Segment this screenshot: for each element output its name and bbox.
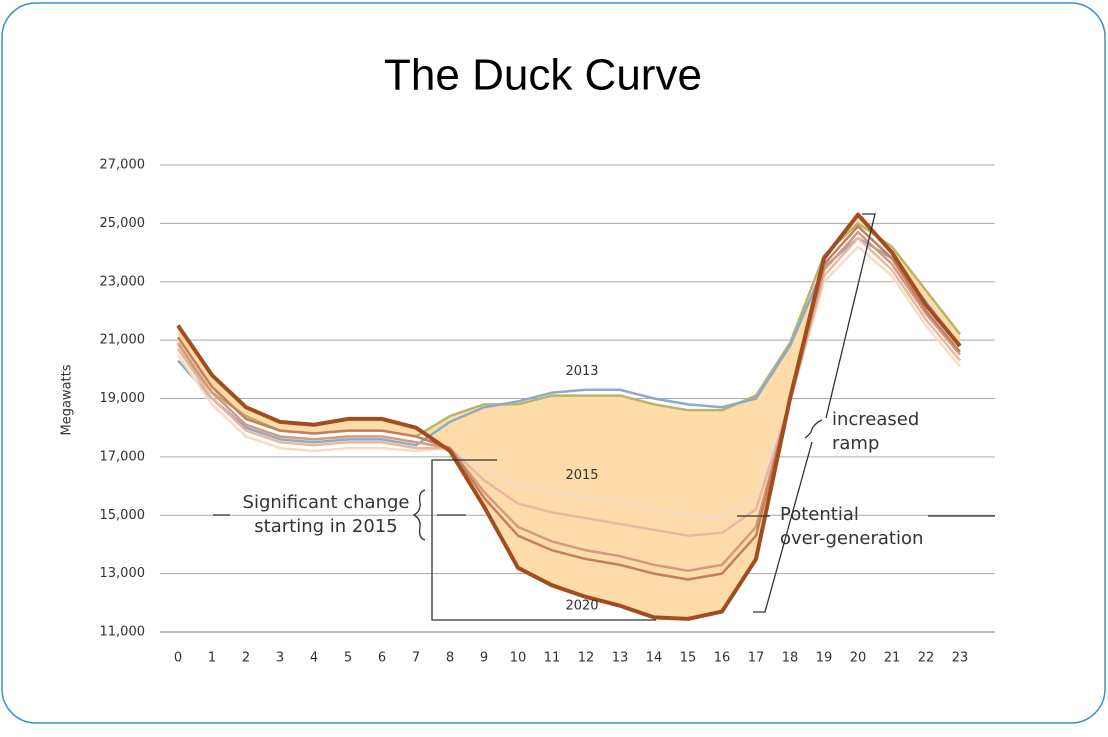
brace (412, 489, 426, 541)
x-tick-label: 17 (748, 651, 765, 666)
x-tick-label: 11 (544, 651, 561, 666)
x-tick-label: 19 (816, 651, 833, 666)
x-tick-label: 0 (174, 651, 182, 666)
x-tick-label: 22 (918, 651, 935, 666)
annotation: ramp (832, 433, 879, 454)
x-tick-label: 16 (714, 651, 731, 666)
y-tick-label: 25,000 (100, 216, 146, 231)
x-tick-label: 13 (612, 651, 629, 666)
y-axis-label: Megawatts (60, 364, 75, 435)
series-line (176, 230, 961, 572)
x-tick-label: 6 (378, 651, 386, 666)
x-tick-label: 21 (884, 651, 901, 666)
ramp-line (753, 441, 813, 613)
series-line (176, 245, 961, 520)
brace (804, 419, 823, 439)
x-tick-label: 5 (344, 651, 352, 666)
y-tick-label: 21,000 (100, 333, 146, 348)
annotation: Significant change (243, 492, 410, 513)
y-tick-label: 19,000 (100, 391, 146, 406)
x-tick-label: 20 (850, 651, 867, 666)
series-label: 2013 (565, 364, 598, 379)
y-tick-label: 13,000 (100, 566, 146, 581)
y-tick-label: 11,000 (100, 625, 146, 640)
x-tick-label: 9 (480, 651, 488, 666)
annotation: over-generation (780, 528, 923, 549)
y-tick-label: 27,000 (100, 158, 146, 173)
series-line (176, 236, 961, 537)
chart-title: The Duck Curve (384, 51, 702, 100)
x-tick-label: 14 (646, 651, 663, 666)
x-tick-label: 23 (952, 651, 969, 666)
slide-frame (1, 2, 1106, 724)
series-line (176, 212, 962, 621)
x-tick-label: 1 (208, 651, 216, 666)
bracket (431, 459, 656, 621)
x-tick-label: 2 (242, 651, 250, 666)
x-tick-label: 4 (310, 651, 318, 666)
lines-layer (176, 212, 962, 621)
annotation-brackets (213, 213, 995, 621)
x-tick-label: 3 (276, 651, 284, 666)
annotation: starting in 2015 (254, 516, 397, 537)
x-tick-label: 12 (578, 651, 595, 666)
annotation: Potential (780, 504, 859, 525)
x-tick-label: 15 (680, 651, 697, 666)
y-tick-label: 15,000 (100, 508, 146, 523)
labels-layer: 0 1 2 3 4 5 6 7 8 9 10 11 12 13 14 15 16 17 18 19 20 21 22 2320… (174, 364, 968, 665)
y-tick-label: 17,000 (100, 449, 146, 464)
annotation: increased (832, 409, 919, 430)
x-tick-label: 7 (412, 651, 420, 666)
series-label: 2020 (565, 599, 598, 614)
series-label: 2015 (565, 468, 598, 483)
series-line (176, 225, 961, 581)
x-tick-label: 18 (782, 651, 799, 666)
ramp-line (825, 213, 876, 419)
y-tick-label: 23,000 (100, 274, 146, 289)
x-tick-label: 10 (510, 651, 527, 666)
x-tick-label: 8 (446, 651, 454, 666)
